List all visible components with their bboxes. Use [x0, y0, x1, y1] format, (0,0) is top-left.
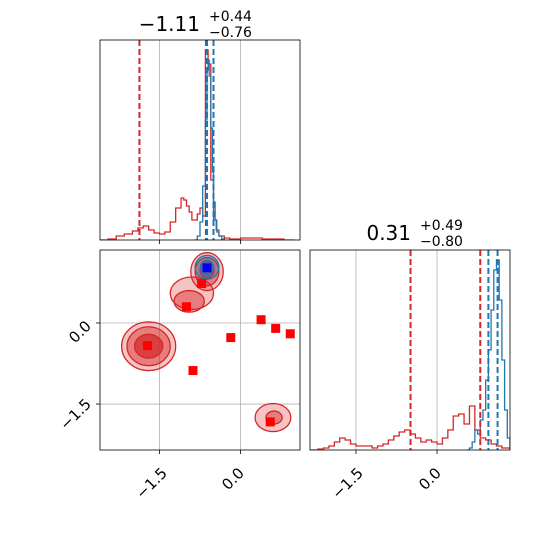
title-x-upper: +0.44: [209, 9, 252, 25]
scatter-y-tick-label: 0.0: [65, 317, 95, 347]
panel-frame: [309, 249, 511, 451]
title-x-median: −1.11: [139, 12, 200, 36]
red-marker-point: [285, 329, 295, 339]
red-marker-point: [226, 333, 236, 343]
red-marker-point: [181, 302, 191, 312]
panel-frame: [99, 39, 301, 241]
red-density-contour: [173, 289, 205, 313]
red-marker-point: [143, 341, 153, 351]
red-marker-point: [271, 323, 281, 333]
histogram-panel-x: [99, 39, 301, 244]
blue-marker-point: [202, 263, 212, 273]
title-y-lower: −0.80: [420, 234, 463, 250]
scatter-x-tick-label: 0.0: [218, 464, 248, 494]
red-marker-point: [256, 315, 266, 325]
scatter-y-tick-label: −1.5: [56, 395, 94, 433]
title-x-lower: −0.76: [209, 25, 252, 41]
scatter-panel-xy: [96, 249, 301, 454]
scatter-x-tick-label: −1.5: [132, 464, 170, 502]
hist-y-tick-label: −1.5: [328, 464, 366, 502]
red-histogram-series: [100, 49, 295, 240]
red-marker-point: [197, 279, 207, 289]
histogram-panel-y: [309, 249, 511, 454]
red-marker-point: [265, 417, 275, 427]
title-y-median: 0.31: [366, 221, 411, 245]
blue-histogram-series: [194, 59, 225, 240]
hist-y-tick-label: 0.0: [415, 464, 445, 494]
panel-frame: [99, 249, 301, 451]
red-marker-point: [188, 366, 198, 376]
title-y-upper: +0.49: [420, 218, 463, 234]
